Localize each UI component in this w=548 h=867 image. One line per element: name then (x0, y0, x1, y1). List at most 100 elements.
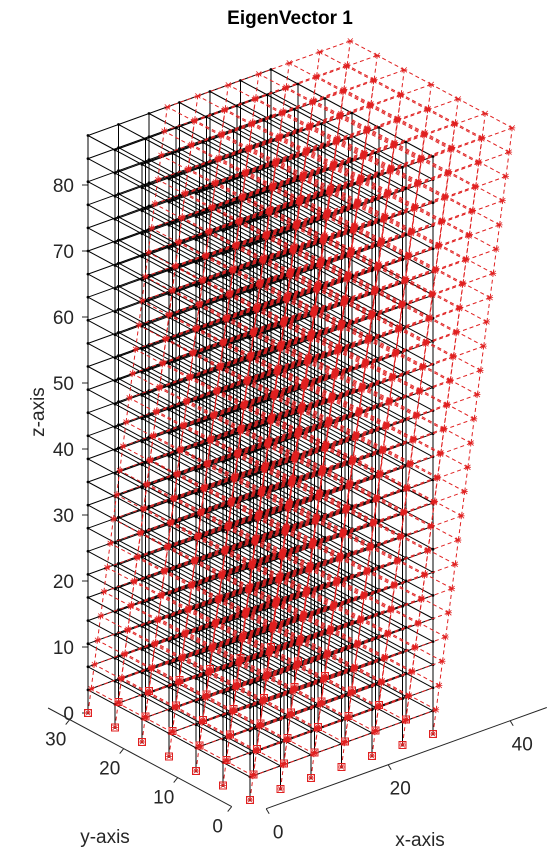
beam-y (206, 555, 234, 571)
beam-y (172, 430, 200, 446)
beam-y (321, 631, 349, 648)
beam-x (91, 677, 122, 690)
node (140, 555, 144, 559)
beam-x (293, 679, 325, 692)
beam-y (323, 679, 352, 695)
node (320, 515, 323, 519)
beam-y (348, 184, 376, 200)
node (279, 441, 282, 444)
beam-y (87, 620, 116, 636)
beam-y (87, 504, 116, 521)
beam-y (297, 129, 326, 146)
node (279, 233, 282, 237)
beam-y (226, 482, 254, 498)
node (178, 101, 181, 104)
beam-y (405, 187, 434, 204)
beam-x (114, 138, 146, 151)
node (140, 440, 144, 444)
node (198, 282, 201, 285)
node (113, 194, 117, 198)
beam-y (216, 620, 244, 636)
beam-x (270, 636, 302, 649)
node (171, 475, 174, 479)
node (279, 533, 282, 537)
beam-y (259, 724, 288, 740)
beam-y (195, 400, 224, 417)
node (350, 550, 354, 554)
beam-y (324, 676, 352, 693)
beam-y (378, 127, 407, 143)
beam-y (117, 702, 146, 719)
beam-y (344, 694, 373, 711)
node (262, 211, 266, 215)
beam-x (381, 670, 413, 683)
beam-y (344, 163, 373, 179)
beam-y (283, 231, 312, 248)
node (232, 569, 235, 572)
beam-y (351, 158, 380, 175)
beam-y (175, 196, 204, 213)
node (262, 165, 266, 169)
beam-y (327, 652, 356, 668)
beam-y (114, 241, 143, 258)
node (252, 218, 255, 222)
beam-y (87, 643, 116, 659)
node (221, 460, 225, 464)
beam-y (114, 449, 143, 466)
beam-y (415, 646, 443, 662)
node (282, 184, 286, 188)
beam-y (236, 684, 264, 700)
beam-x (297, 652, 329, 665)
node (174, 519, 178, 523)
beam-y (351, 389, 380, 406)
node (113, 264, 117, 267)
node (232, 222, 235, 226)
beam-y (145, 577, 173, 593)
beam-y (344, 648, 373, 665)
node (86, 388, 90, 391)
beam-y (87, 273, 116, 290)
beam-y (290, 434, 319, 451)
beam-y (226, 436, 254, 452)
beam-y (324, 144, 353, 160)
node (194, 469, 198, 473)
node (279, 210, 282, 213)
node (228, 548, 232, 552)
node (140, 371, 144, 374)
beam-y (233, 177, 261, 193)
beam-y (405, 672, 434, 689)
node (266, 486, 269, 490)
node (86, 295, 90, 299)
beam-y (202, 720, 230, 737)
node (144, 160, 147, 164)
node (252, 472, 255, 476)
node (117, 192, 120, 196)
node (239, 471, 242, 475)
beam-y (175, 358, 204, 374)
beam-y (256, 378, 285, 395)
beam-y (283, 324, 312, 340)
node (343, 555, 347, 559)
node (198, 259, 201, 262)
beam-x (87, 124, 119, 136)
beam-y (378, 635, 407, 651)
beam-y (172, 453, 200, 469)
node (205, 554, 208, 558)
beam-y (226, 320, 254, 337)
node (320, 561, 323, 565)
beam-y (141, 510, 170, 526)
beam-y (226, 274, 254, 290)
node (144, 206, 147, 210)
beam-y (179, 171, 207, 187)
node (140, 163, 144, 166)
beam-y (327, 653, 355, 670)
beam-y (118, 493, 146, 510)
beam-y (290, 550, 319, 566)
node (144, 183, 147, 187)
node (86, 434, 90, 438)
beam-y (287, 691, 315, 707)
node (279, 256, 282, 260)
x-axis-label: x-axis (395, 830, 445, 851)
node (370, 269, 374, 273)
node (350, 157, 354, 161)
